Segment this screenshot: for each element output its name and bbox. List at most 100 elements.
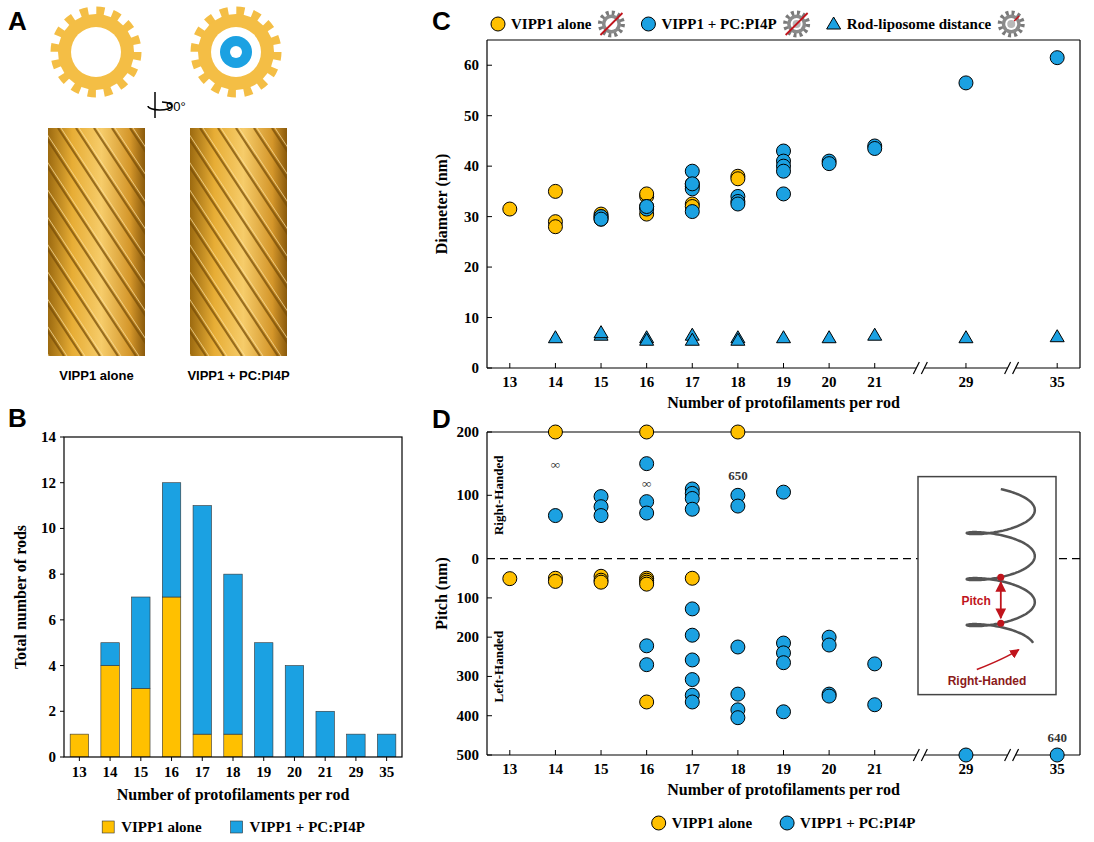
- x-tick: [79, 757, 80, 761]
- bar: [347, 734, 365, 757]
- frame-bottom: [1016, 367, 1080, 368]
- panel-letter: D: [432, 404, 451, 434]
- y-tick-label: 0: [49, 749, 57, 765]
- x-tick-label: 13: [502, 761, 517, 777]
- legend-marker: [641, 17, 655, 31]
- y2-tick-label: 100: [457, 590, 480, 606]
- legend-marker: [491, 17, 505, 31]
- x-tick: [874, 750, 875, 755]
- panel-letter: C: [432, 6, 451, 36]
- y-tick-label: 10: [464, 310, 479, 326]
- legend-label: VIPP1 + PC:PI4P: [661, 16, 776, 32]
- x-tick: [294, 757, 295, 761]
- y-tick: [487, 216, 492, 217]
- scatter-chart: C01020304050601314151617181920212935Numb…: [432, 6, 1080, 412]
- protofilament-highlight: [275, 128, 287, 356]
- frame-right: [1079, 40, 1080, 368]
- point: [822, 157, 836, 171]
- x-tick: [509, 750, 510, 755]
- y-tick-label: 14: [41, 429, 57, 445]
- point: [594, 509, 608, 523]
- bars: [70, 483, 396, 757]
- point: [1050, 330, 1064, 342]
- x-tick: [233, 757, 234, 761]
- y-axis-title: Pitch (nm): [433, 557, 451, 629]
- point: [777, 164, 791, 178]
- gear-body: [198, 14, 274, 90]
- y-tick-label: 60: [464, 57, 479, 73]
- y-tick-label: 12: [41, 475, 56, 491]
- x-tick-label: 29: [348, 764, 363, 780]
- y-tick: [60, 437, 64, 438]
- x-tick-label: 18: [730, 374, 745, 390]
- gear-hole: [211, 27, 261, 77]
- x-tick-label: 35: [1050, 761, 1065, 777]
- x-tick: [783, 363, 784, 368]
- x-tick: [555, 750, 556, 755]
- point: [731, 640, 745, 654]
- x-tick: [140, 757, 141, 761]
- icon-teeth: [600, 13, 622, 35]
- x-tick-label: 16: [164, 764, 180, 780]
- gear-body: [58, 14, 134, 90]
- icon-teeth: [786, 13, 808, 35]
- y-tick-label: 40: [464, 158, 479, 174]
- y-axis-title: Diameter (nm): [433, 154, 451, 255]
- y-tick-label: 6: [49, 612, 57, 628]
- bar: [193, 734, 211, 757]
- x-tick-label: 20: [287, 764, 302, 780]
- protofilament-groove: [254, 128, 287, 356]
- legend: VIPP1 aloneVIPP1 + PC:PI4PRod-liposome d…: [491, 13, 1022, 35]
- point: [548, 574, 562, 588]
- point: [685, 164, 699, 178]
- legend: VIPP1 alone VIPP1 + PC:PI4P: [102, 819, 365, 835]
- point: [685, 628, 699, 642]
- point: [548, 509, 562, 523]
- x-tick-label: 21: [867, 374, 882, 390]
- legend-label: VIPP1 + PC:PI4P: [250, 819, 365, 835]
- inset-label: Pitch: [961, 594, 990, 608]
- y2-tick-label: 300: [457, 668, 480, 684]
- point: [959, 76, 973, 90]
- protofilament-groove: [48, 128, 145, 356]
- axis-break-gap: [916, 362, 924, 374]
- x-tick: [601, 363, 602, 368]
- y-tick-label: 0: [472, 551, 480, 567]
- legend-item: VIPP1 alone: [102, 819, 202, 835]
- x-tick: [171, 757, 172, 761]
- liposome-lumen: [230, 46, 242, 58]
- x-tick-label: 13: [72, 764, 87, 780]
- y-tick-label: 200: [457, 424, 480, 440]
- point: [640, 200, 654, 214]
- point: [822, 331, 836, 343]
- points: [503, 425, 1064, 762]
- protofilament-highlight: [257, 128, 287, 356]
- inset-label: Right-Handed: [948, 674, 1027, 688]
- protofilament-highlight: [133, 128, 145, 356]
- x-tick-label: 29: [958, 761, 973, 777]
- rod-label: VIPP1 alone: [59, 368, 133, 383]
- point: [868, 328, 882, 340]
- point: [777, 656, 791, 670]
- legend-marker: [652, 816, 666, 830]
- x-tick: [646, 750, 647, 755]
- x-tick: [110, 757, 111, 761]
- point: [822, 638, 836, 652]
- frame-bottom: [1016, 754, 1080, 755]
- x-tick-label: 15: [594, 761, 609, 777]
- point: [503, 572, 517, 586]
- pitch-arrow: [1000, 582, 1002, 618]
- point: [777, 187, 791, 201]
- point: [777, 485, 791, 499]
- protofilament-highlight: [48, 128, 121, 356]
- point: [548, 184, 562, 198]
- y-tick: [487, 317, 492, 318]
- gear-teeth: [195, 11, 277, 93]
- point: [731, 425, 745, 439]
- y-tick-label: 100: [457, 487, 480, 503]
- point: [640, 658, 654, 672]
- x-tick: [1057, 363, 1058, 368]
- bar: [101, 643, 119, 666]
- protofilament-highlight: [190, 128, 263, 356]
- legend: VIPP1 aloneVIPP1 + PC:PI4P: [652, 815, 916, 831]
